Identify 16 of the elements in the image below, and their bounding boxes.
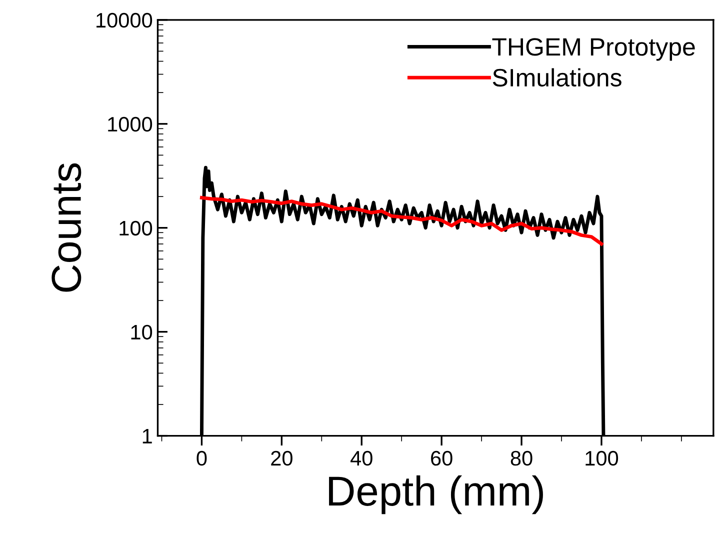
x-axis-title: Depth (mm)	[329, 475, 543, 514]
y-tick-label: 1000	[108, 116, 152, 132]
y-axis-title: Counts	[52, 163, 82, 292]
y-tick-label: 1	[142, 428, 152, 444]
y-tick-label: 100	[120, 220, 152, 236]
y-tick-label: 10000	[96, 12, 152, 28]
x-tick-label: 80	[510, 450, 532, 466]
x-tick-label: 20	[271, 450, 292, 466]
x-tick-label: 0	[196, 450, 207, 466]
x-tick-label: 40	[350, 450, 372, 466]
y-tick-label: 10	[131, 324, 152, 340]
x-tick-label: 60	[431, 450, 452, 466]
legend-label: THGEM Prototype	[492, 38, 695, 61]
line-series	[200, 196, 604, 246]
legend-label: SImulations	[492, 68, 622, 87]
x-tick-label: 100	[586, 450, 618, 466]
